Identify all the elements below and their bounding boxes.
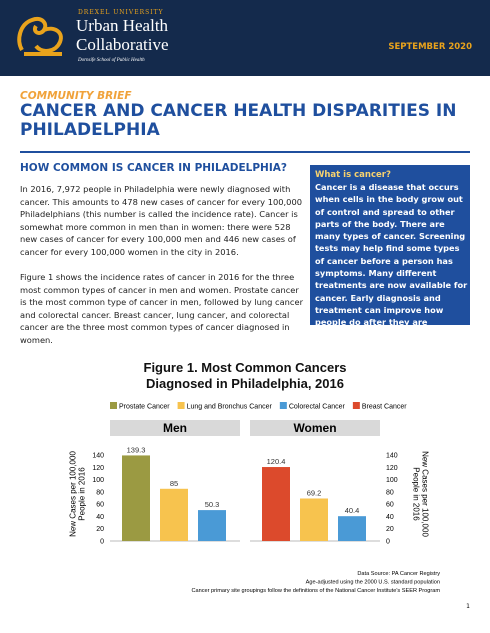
- logo: [17, 17, 63, 56]
- y-tick-label: 40: [96, 514, 104, 521]
- bar: [262, 467, 290, 541]
- panel-title: Women: [293, 421, 336, 435]
- y2-tick-label: 100: [386, 477, 398, 484]
- org-name: Collaborative: [76, 35, 169, 54]
- y2-tick-label: 20: [386, 526, 394, 533]
- y2-tick-label: 80: [386, 489, 394, 496]
- data-label: 120.4: [267, 457, 286, 466]
- school: Dornsife School of Public Health: [78, 58, 145, 63]
- bar: [160, 488, 188, 541]
- y-tick-label: 140: [92, 453, 104, 460]
- bar: [338, 516, 366, 541]
- y-tick-label: 60: [96, 502, 104, 509]
- bar: [198, 510, 226, 541]
- header: DREXEL UNIVERSITY Urban Health Collabora…: [0, 0, 490, 76]
- data-label: 139.3: [127, 445, 146, 454]
- sidebar-text: Cancer is a disease that occurs when cel…: [315, 182, 468, 340]
- panel-header: [110, 420, 240, 436]
- note: Age-adjusted using the 2000 U.S. standar…: [306, 580, 440, 586]
- panel-title: Men: [163, 421, 187, 435]
- date: SEPTEMBER 2020: [388, 42, 472, 52]
- bar: [300, 498, 328, 541]
- y2-tick-label: 60: [386, 502, 394, 509]
- divider: [20, 151, 470, 153]
- paragraph: In 2016, 7,972 people in Philadelphia we…: [20, 184, 303, 257]
- legend-label: Colorectal Cancer: [289, 404, 346, 411]
- y-tick-label: 100: [92, 477, 104, 484]
- brief-label: COMMUNITY BRIEF: [20, 90, 132, 102]
- legend-swatch: [110, 402, 117, 409]
- sidebar-title: What is cancer?: [315, 170, 391, 180]
- y-tick-label: 120: [92, 465, 104, 472]
- note: Cancer primary site groupings follow the…: [191, 588, 440, 594]
- y-tick-label: 80: [96, 489, 104, 496]
- legend-label: Lung and Bronchus Cancer: [187, 404, 273, 411]
- legend-swatch: [279, 402, 287, 409]
- sidebar: What is cancer? Cancer is a disease that…: [310, 165, 470, 340]
- org-name: Urban Health: [76, 16, 169, 35]
- chart-title: Figure 1. Most Common Cancers Diagnosed …: [143, 360, 347, 391]
- y2-tick-label: 0: [386, 539, 390, 546]
- university: DREXEL UNIVERSITY: [78, 9, 164, 16]
- data-label: 50.3: [205, 500, 220, 509]
- brief-title: CANCER AND CANCER HEALTH DISPARITIES IN …: [20, 101, 457, 140]
- y2-tick-label: 40: [386, 514, 394, 521]
- legend-label: Prostate Cancer: [119, 404, 170, 411]
- paragraph: Figure 1 shows the incidence rates of ca…: [20, 272, 304, 345]
- y-tick-label: 0: [100, 539, 104, 546]
- legend-label: Breast Cancer: [362, 404, 407, 411]
- y2-tick-label: 140: [386, 453, 398, 460]
- page-number: 1: [466, 603, 470, 610]
- legend-swatch: [352, 402, 360, 409]
- bar: [122, 455, 150, 541]
- y-tick-label: 20: [96, 526, 104, 533]
- panel-header: [250, 420, 380, 436]
- y2-tick-label: 120: [386, 465, 398, 472]
- data-label: 85: [170, 479, 178, 488]
- section-heading: HOW COMMON IS CANCER IN PHILADELPHIA?: [20, 162, 287, 174]
- note: Data Source: PA Cancer Registry: [357, 571, 440, 577]
- data-label: 40.4: [345, 506, 360, 515]
- data-label: 69.2: [307, 488, 322, 497]
- legend-swatch: [177, 402, 185, 409]
